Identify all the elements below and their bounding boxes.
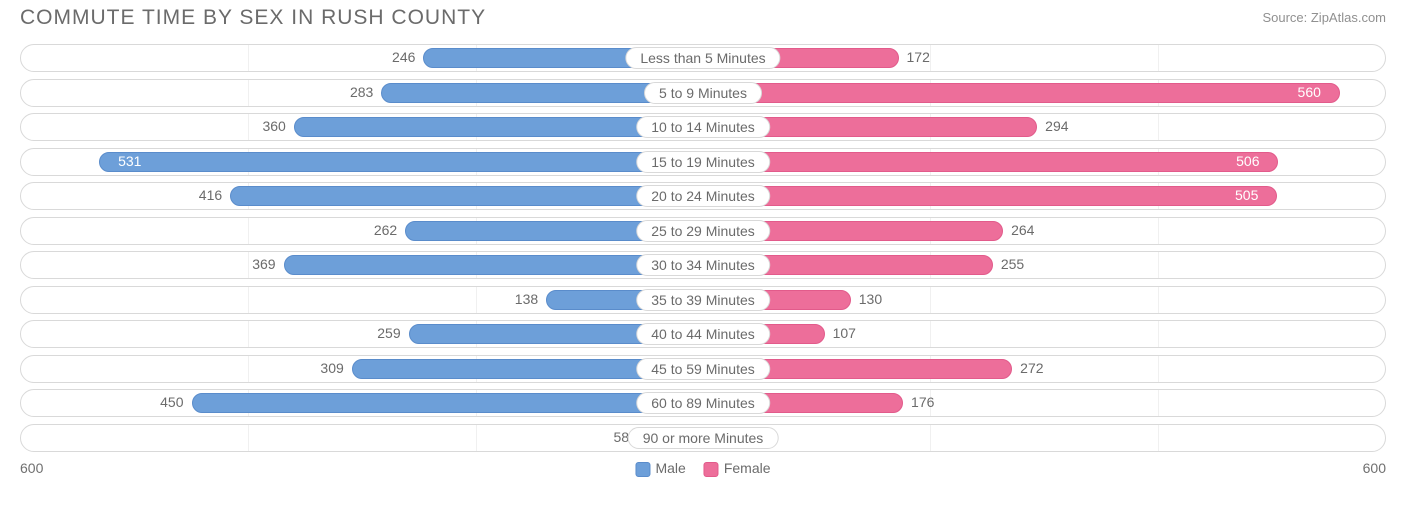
male-value: 531 <box>118 153 141 169</box>
female-value: 172 <box>907 49 930 65</box>
female-bar <box>703 186 1277 206</box>
chart-source: Source: ZipAtlas.com <box>1262 10 1386 25</box>
female-value: 294 <box>1045 118 1068 134</box>
male-value: 259 <box>377 325 400 341</box>
female-value: 107 <box>833 325 856 341</box>
male-value: 283 <box>350 84 373 100</box>
legend-item-female: Female <box>704 460 771 477</box>
chart-row: 369 255 30 to 34 Minutes <box>20 251 1386 279</box>
chart-row: 582390 or more Minutes <box>20 424 1386 452</box>
male-value: 262 <box>374 222 397 238</box>
chart-row: 360 294 10 to 14 Minutes <box>20 113 1386 141</box>
category-label: 15 to 19 Minutes <box>636 151 770 173</box>
male-value: 369 <box>252 256 275 272</box>
male-value: 138 <box>515 291 538 307</box>
male-value: 416 <box>199 187 222 203</box>
category-label: 5 to 9 Minutes <box>644 82 762 104</box>
female-bar <box>703 152 1278 172</box>
female-value: 255 <box>1001 256 1024 272</box>
chart-row: 531 506 15 to 19 Minutes <box>20 148 1386 176</box>
male-value: 309 <box>320 360 343 376</box>
chart-row: 246 172 Less than 5 Minutes <box>20 44 1386 72</box>
category-label: 45 to 59 Minutes <box>636 358 770 380</box>
category-label: 90 or more Minutes <box>628 427 779 449</box>
legend-male-label: Male <box>655 460 685 476</box>
female-value: 264 <box>1011 222 1034 238</box>
category-label: 35 to 39 Minutes <box>636 289 770 311</box>
female-value: 130 <box>859 291 882 307</box>
female-value: 505 <box>1235 187 1258 203</box>
chart-row: 283 560 5 to 9 Minutes <box>20 79 1386 107</box>
female-swatch-icon <box>704 462 719 477</box>
axis-row: 600 Male Female 600 <box>0 458 1406 476</box>
male-value: 246 <box>392 49 415 65</box>
category-label: 20 to 24 Minutes <box>636 185 770 207</box>
chart-row: 138 130 35 to 39 Minutes <box>20 286 1386 314</box>
female-value: 506 <box>1236 153 1259 169</box>
legend-item-male: Male <box>635 460 685 477</box>
chart-row: 309 272 45 to 59 Minutes <box>20 355 1386 383</box>
male-value: 450 <box>160 394 183 410</box>
axis-left-label: 600 <box>20 460 43 476</box>
female-value: 560 <box>1298 84 1321 100</box>
female-value: 176 <box>911 394 934 410</box>
male-bar <box>230 186 703 206</box>
category-label: 25 to 29 Minutes <box>636 220 770 242</box>
male-value: 360 <box>262 118 285 134</box>
chart-header: COMMUTE TIME BY SEX IN RUSH COUNTY Sourc… <box>0 0 1406 40</box>
chart-area: 246 172 Less than 5 Minutes 283 560 5 to 9 Mi… <box>0 40 1406 452</box>
category-label: 10 to 14 Minutes <box>636 116 770 138</box>
category-label: 40 to 44 Minutes <box>636 323 770 345</box>
category-label: 30 to 34 Minutes <box>636 254 770 276</box>
chart-row: 262 264 25 to 29 Minutes <box>20 217 1386 245</box>
male-swatch-icon <box>635 462 650 477</box>
category-label: Less than 5 Minutes <box>625 47 780 69</box>
axis-right-label: 600 <box>1363 460 1386 476</box>
category-label: 60 to 89 Minutes <box>636 392 770 414</box>
female-value: 272 <box>1020 360 1043 376</box>
chart-row: 450 176 60 to 89 Minutes <box>20 389 1386 417</box>
chart-row: 259 107 40 to 44 Minutes <box>20 320 1386 348</box>
chart-row: 416 505 20 to 24 Minutes <box>20 182 1386 210</box>
female-bar <box>703 83 1340 103</box>
male-bar <box>99 152 703 172</box>
male-bar <box>192 393 704 413</box>
legend: Male Female <box>635 460 770 477</box>
legend-female-label: Female <box>724 460 771 476</box>
chart-title: COMMUTE TIME BY SEX IN RUSH COUNTY <box>20 6 486 30</box>
